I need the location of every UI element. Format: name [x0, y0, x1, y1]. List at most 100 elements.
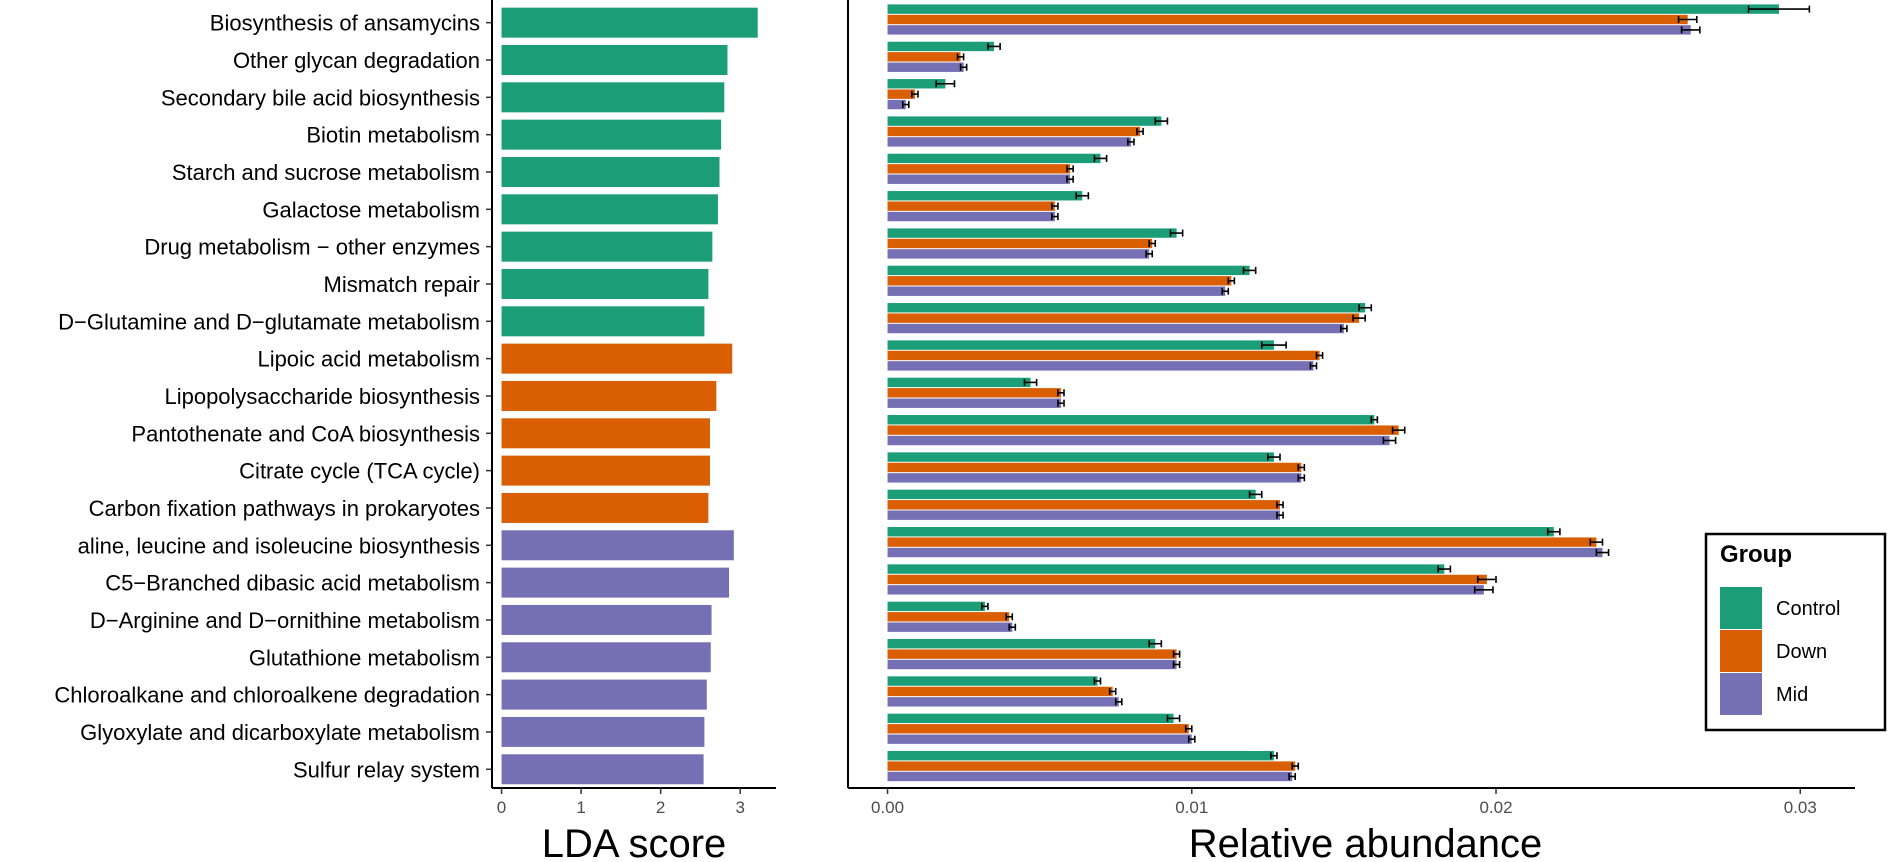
abundance-bar-mid [887, 771, 1293, 782]
abundance-bar-control [887, 116, 1162, 126]
lda-bar-14 [501, 492, 709, 523]
abundance-bar-mid [887, 174, 1071, 184]
abundance-bar-down [887, 686, 1113, 697]
abundance-bar-down [887, 164, 1071, 174]
abundance-bar-mid [887, 25, 1691, 35]
abundance-bar-control [887, 41, 995, 52]
lda-bar-10 [501, 343, 733, 374]
lda-bar-4 [501, 119, 722, 150]
lda-bar-17 [501, 604, 712, 635]
abundance-bar-down [887, 724, 1189, 734]
abundance-bar-mid [887, 361, 1314, 371]
lda-bar-19 [501, 679, 707, 710]
abundance-x-axis-title: Relative abundance [1189, 822, 1543, 862]
abundance-bar-control [887, 4, 1779, 14]
lda-bar-9 [501, 306, 705, 337]
abundance-bar-control [887, 303, 1366, 313]
abundance-bar-down [887, 612, 1010, 622]
abundance-bar-down [887, 462, 1302, 473]
abundance-bar-control [887, 415, 1375, 425]
group-legend: Group Control Down Mid [1704, 532, 1887, 732]
abundance-bar-control [887, 265, 1250, 276]
abundance-bar-down [887, 425, 1399, 435]
abundance-bar-mid [887, 510, 1281, 520]
category-label: Other glycan degradation [233, 48, 480, 73]
lda-bar-5 [501, 156, 720, 187]
category-label: Drug metabolism − other enzymes [144, 235, 480, 260]
legend-swatch-down [1720, 630, 1762, 672]
abundance-bar-mid [887, 734, 1192, 744]
abundance-bar-down [887, 14, 1688, 25]
abundance-bar-down [887, 388, 1061, 398]
category-label: D−Arginine and D−ornithine metabolism [90, 608, 480, 633]
abundance-bar-control [887, 564, 1445, 574]
abundance-bar-control [887, 79, 946, 89]
legend-swatch-control [1720, 587, 1762, 629]
x-tick-label: 2 [656, 798, 665, 817]
category-label: Mismatch repair [324, 272, 480, 297]
category-label: Lipopolysaccharide biosynthesis [164, 384, 480, 409]
abundance-bar-mid [887, 286, 1226, 296]
legend-title: Group [1720, 541, 1792, 568]
x-tick-label: 0.01 [1175, 798, 1208, 817]
abundance-bar-mid [887, 323, 1344, 334]
abundance-bar-mid [887, 398, 1061, 408]
lda-bar-3 [501, 82, 725, 113]
abundance-bar-down [887, 313, 1360, 323]
abundance-panel: 0.00 0.01 0.02 0.03 Relative abundance [847, 0, 1855, 862]
legend-label: Mid [1776, 684, 1808, 706]
lda-bar-1 [501, 7, 758, 38]
abundance-bar-mid [887, 547, 1603, 558]
abundance-bar-down [887, 126, 1141, 137]
abundance-bar-mid [887, 211, 1055, 222]
category-label: C5−Branched dibasic acid metabolism [105, 571, 480, 596]
abundance-bar-down [887, 350, 1320, 361]
lda-bar-6 [501, 194, 718, 225]
abundance-bar-control [887, 191, 1083, 201]
abundance-bar-down [887, 238, 1153, 249]
abundance-bar-down [887, 201, 1055, 211]
abundance-bar-down [887, 761, 1296, 771]
abundance-bar-mid [887, 697, 1119, 707]
category-label: D−Glutamine and D−glutamate metabolism [58, 309, 480, 334]
category-label: Biotin metabolism [306, 123, 480, 148]
abundance-bar-down [887, 574, 1487, 585]
category-label: Secondary bile acid biosynthesis [161, 85, 480, 110]
lda-bar-2 [501, 44, 728, 75]
category-label: Pantothenate and CoA biosynthesis [131, 421, 480, 446]
abundance-bar-down [887, 276, 1232, 286]
lda-bar-13 [501, 455, 710, 486]
x-tick-label: 1 [576, 798, 585, 817]
abundance-bar-control [887, 452, 1274, 462]
abundance-bar-down [887, 537, 1597, 547]
category-label: Glutathione metabolism [249, 645, 480, 670]
abundance-bar-mid [887, 62, 964, 72]
lda-bar-18 [501, 642, 711, 673]
x-tick-label: 0.03 [1784, 798, 1817, 817]
abundance-bar-down [887, 89, 915, 99]
category-label: Glyoxylate and dicarboxylate metabolism [80, 720, 480, 745]
category-label: Lipoic acid metabolism [257, 347, 480, 372]
lda-bar-8 [501, 268, 709, 299]
lda-bar-20 [501, 716, 705, 747]
abundance-bar-mid [887, 99, 906, 110]
abundance-bar-control [887, 153, 1101, 164]
category-label: Galactose metabolism [262, 197, 480, 222]
abundance-bar-control [887, 228, 1177, 238]
category-label: Starch and sucrose metabolism [172, 160, 480, 185]
legend-label: Control [1776, 598, 1840, 620]
abundance-bar-mid [887, 585, 1484, 595]
abundance-bar-control [887, 489, 1256, 500]
abundance-bar-control [887, 676, 1098, 686]
abundance-bar-control [887, 340, 1274, 350]
abundance-bar-control [887, 751, 1274, 761]
x-tick-label: 0 [497, 798, 506, 817]
abundance-bar-mid [887, 249, 1150, 259]
lda-x-axis-title: LDA score [542, 822, 727, 862]
lda-bar-16 [501, 567, 730, 598]
x-tick-label: 3 [735, 798, 744, 817]
lda-bar-7 [501, 231, 713, 262]
lda-bar-21 [501, 754, 704, 785]
category-label: Carbon fixation pathways in prokaryotes [89, 496, 480, 521]
legend-label: Down [1776, 641, 1827, 663]
